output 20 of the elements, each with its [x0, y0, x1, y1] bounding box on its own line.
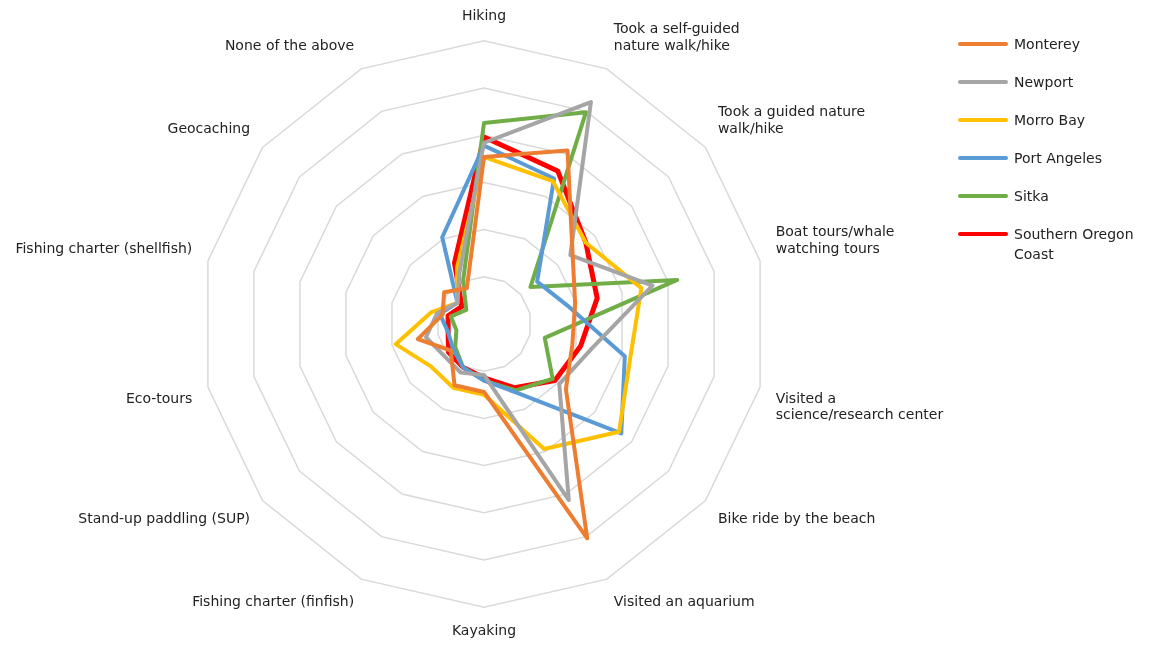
spoke-label: Kayaking — [451, 622, 517, 639]
legend-label: Morro Bay — [1014, 111, 1086, 130]
spoke-label: Hiking — [461, 7, 507, 24]
legend-label: Sitka — [1014, 187, 1049, 206]
legend-label: Newport — [1014, 73, 1074, 92]
spoke-label: Stand-up paddling (SUP) — [78, 509, 251, 526]
spoke-label: Fishing charter (shellfish) — [15, 239, 193, 256]
spoke-label: Took a self-guided nature walk/hike — [612, 19, 740, 53]
spoke-label: Fishing charter (finfish) — [192, 592, 355, 609]
spoke-label: Eco-tours — [125, 389, 193, 406]
spoke-label: Boat tours/whale watching tours — [775, 222, 895, 256]
spoke-label: Visited an aquarium — [613, 592, 755, 609]
spoke-label: Geocaching — [167, 119, 251, 136]
legend-label: Port Angeles — [1014, 149, 1102, 168]
spoke-label: Bike ride by the beach — [717, 509, 876, 526]
legend-label: Monterey — [1014, 35, 1080, 54]
spoke-label: Took a guided nature walk/hike — [716, 102, 866, 136]
spoke-label: Visited a science/research center — [775, 389, 944, 423]
legend-label: Southern Oregon Coast — [1014, 225, 1134, 264]
spoke-label: None of the above — [224, 36, 355, 53]
